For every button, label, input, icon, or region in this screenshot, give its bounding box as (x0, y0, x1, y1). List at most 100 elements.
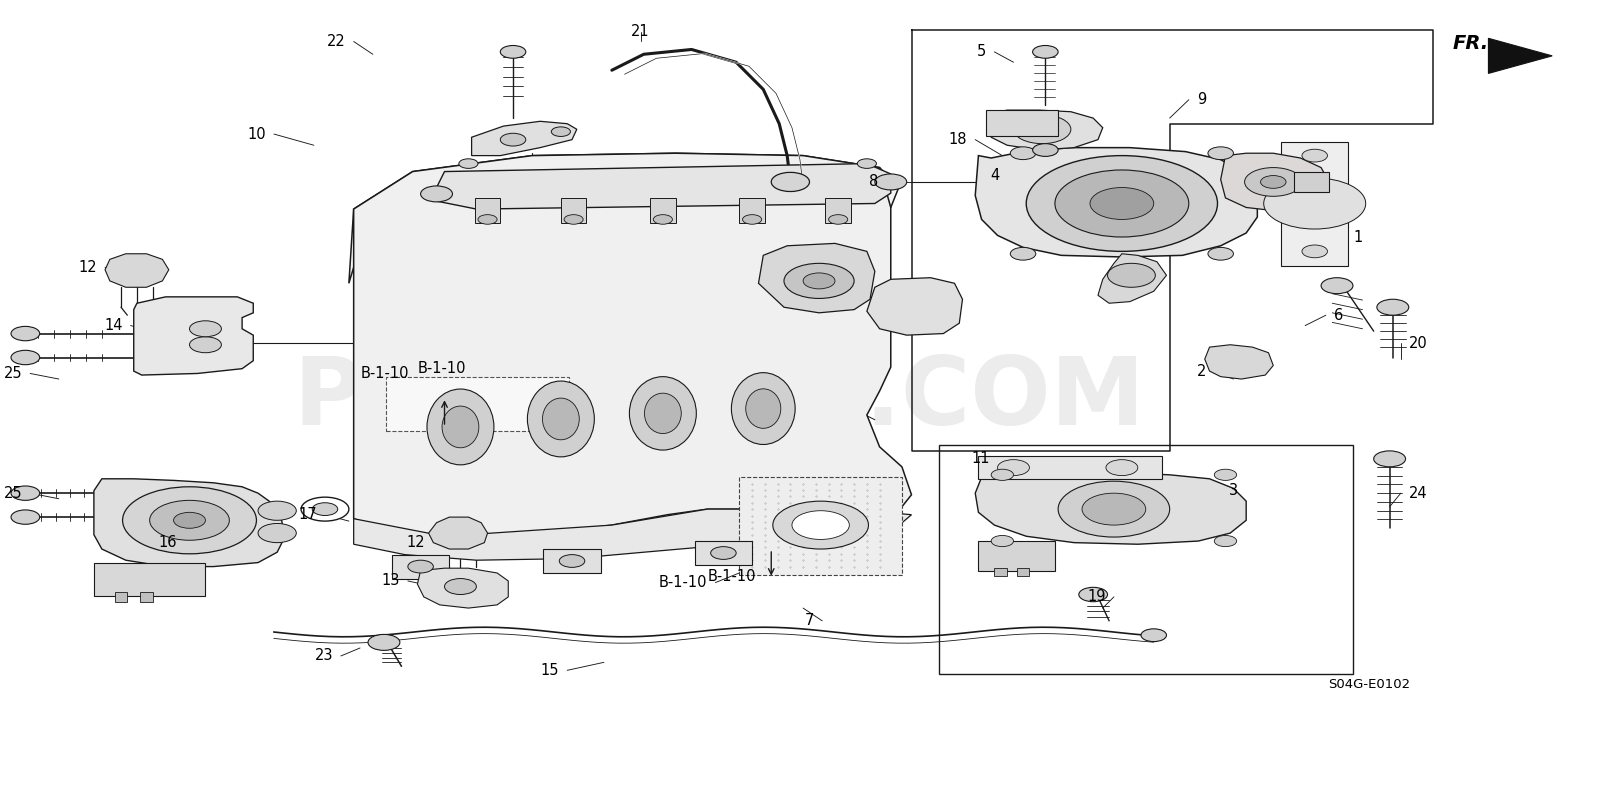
Text: 15: 15 (541, 663, 560, 678)
Bar (979, 541, 1054, 571)
Circle shape (1302, 149, 1328, 162)
Text: 8: 8 (869, 175, 878, 189)
Bar (979, 456, 1162, 479)
Circle shape (189, 337, 221, 353)
Circle shape (1090, 188, 1154, 219)
Polygon shape (437, 164, 891, 209)
Bar (986, 110, 1058, 136)
Polygon shape (976, 148, 1258, 257)
Text: 1: 1 (1354, 231, 1362, 245)
Circle shape (421, 186, 453, 202)
Text: 19: 19 (1088, 590, 1106, 604)
Circle shape (173, 512, 205, 528)
Circle shape (771, 172, 810, 192)
Ellipse shape (528, 381, 594, 456)
Circle shape (478, 215, 498, 224)
Circle shape (792, 511, 850, 539)
Bar (115, 592, 128, 602)
Text: 11: 11 (971, 452, 989, 466)
Circle shape (459, 159, 478, 168)
Text: FR.: FR. (1453, 34, 1488, 53)
Circle shape (1374, 451, 1405, 467)
Text: 16: 16 (158, 535, 176, 550)
Polygon shape (418, 568, 509, 608)
Circle shape (312, 503, 338, 516)
Circle shape (773, 501, 869, 549)
Circle shape (710, 547, 736, 559)
Text: 3: 3 (1229, 484, 1238, 498)
Circle shape (742, 215, 762, 224)
Circle shape (368, 634, 400, 650)
Bar (386, 377, 570, 431)
Text: 17: 17 (298, 508, 317, 522)
Polygon shape (1488, 38, 1552, 73)
Bar (826, 198, 851, 223)
Text: 25: 25 (3, 366, 22, 381)
Text: 14: 14 (104, 318, 123, 333)
Circle shape (408, 560, 434, 573)
Bar (650, 198, 675, 223)
Text: B-1-10: B-1-10 (362, 366, 410, 381)
Bar (739, 477, 902, 575)
Text: 20: 20 (1408, 336, 1427, 350)
Text: 21: 21 (632, 25, 650, 39)
Text: 9: 9 (1197, 93, 1206, 107)
Polygon shape (94, 479, 285, 567)
Text: 7: 7 (805, 614, 814, 628)
Text: 12: 12 (406, 535, 426, 550)
Polygon shape (349, 153, 899, 283)
Text: 23: 23 (315, 649, 333, 663)
Polygon shape (758, 243, 875, 313)
Circle shape (1032, 144, 1058, 156)
Bar (562, 198, 586, 223)
Text: 24: 24 (1408, 486, 1427, 500)
Ellipse shape (746, 389, 781, 429)
Text: B-1-10: B-1-10 (418, 361, 466, 376)
Circle shape (1302, 245, 1328, 258)
Circle shape (258, 523, 296, 543)
Circle shape (1378, 299, 1408, 315)
Circle shape (501, 133, 526, 146)
Circle shape (784, 263, 854, 298)
Text: B-1-10: B-1-10 (707, 569, 755, 583)
Circle shape (1214, 469, 1237, 480)
Bar (1282, 142, 1349, 266)
Circle shape (1032, 45, 1058, 58)
Circle shape (445, 579, 477, 595)
Polygon shape (106, 254, 168, 287)
Circle shape (875, 174, 907, 190)
Polygon shape (867, 278, 963, 335)
Bar (939, 445, 1354, 674)
Circle shape (858, 159, 877, 168)
Circle shape (11, 326, 40, 341)
Circle shape (1264, 178, 1366, 229)
Circle shape (301, 497, 349, 521)
Circle shape (501, 45, 526, 58)
Text: 12: 12 (78, 260, 98, 275)
Text: 10: 10 (248, 127, 266, 141)
Polygon shape (429, 517, 488, 549)
Circle shape (1245, 168, 1302, 196)
Circle shape (150, 500, 229, 540)
Text: 13: 13 (381, 574, 400, 588)
Circle shape (1141, 629, 1166, 642)
Circle shape (1208, 147, 1234, 160)
Circle shape (1107, 263, 1155, 287)
Text: S04G-E0102: S04G-E0102 (1328, 678, 1410, 691)
Polygon shape (1205, 345, 1274, 379)
Polygon shape (354, 153, 912, 536)
Bar (544, 549, 600, 573)
Circle shape (189, 321, 221, 337)
Circle shape (11, 350, 40, 365)
Circle shape (1322, 278, 1354, 294)
Circle shape (11, 486, 40, 500)
Ellipse shape (645, 393, 682, 433)
Text: 22: 22 (326, 34, 346, 49)
Circle shape (1214, 535, 1237, 547)
Circle shape (1026, 156, 1218, 251)
Bar (392, 555, 450, 579)
Circle shape (1082, 493, 1146, 525)
Polygon shape (976, 472, 1246, 544)
Circle shape (1054, 170, 1189, 237)
Circle shape (1010, 247, 1035, 260)
